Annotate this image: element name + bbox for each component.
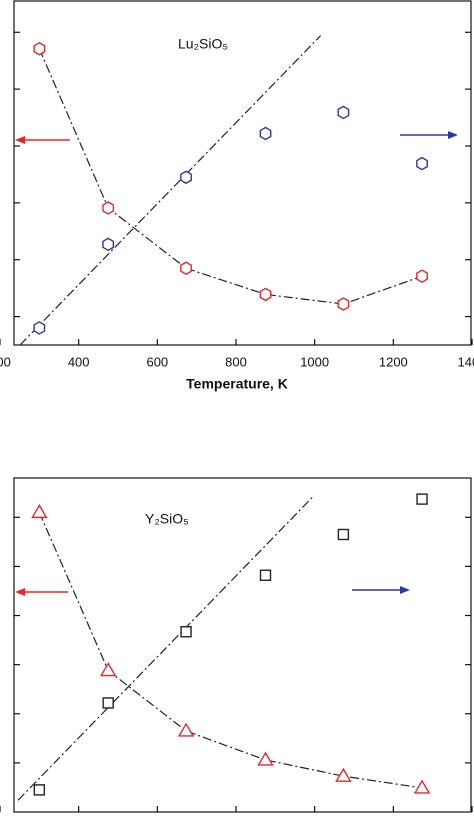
plot-frame bbox=[13, 0, 472, 346]
data-point bbox=[102, 237, 115, 252]
data-point bbox=[337, 105, 350, 120]
right-arrow bbox=[352, 586, 410, 594]
left-arrow bbox=[15, 588, 68, 596]
chart-title: Lu₂SiO₅ bbox=[178, 36, 228, 52]
data-point bbox=[337, 528, 350, 541]
data-point bbox=[180, 626, 192, 638]
data-point bbox=[177, 722, 195, 737]
data-point bbox=[102, 697, 114, 709]
data-point bbox=[259, 126, 272, 141]
data-point bbox=[99, 662, 117, 677]
x-tick-label: 600 bbox=[146, 354, 168, 369]
left-arrow bbox=[15, 136, 70, 144]
x-axis-label: Temperature, K bbox=[186, 376, 288, 392]
x-tick-label: 800 bbox=[225, 354, 247, 369]
data-point bbox=[180, 261, 192, 276]
data-point bbox=[31, 503, 48, 519]
x-tick-label: 200 bbox=[0, 354, 11, 369]
data-point bbox=[33, 784, 46, 796]
data-point bbox=[33, 321, 46, 335]
x-tick-label: 1000 bbox=[300, 354, 329, 369]
data-point bbox=[259, 569, 272, 581]
fit-line bbox=[19, 35, 321, 346]
trend-line bbox=[38, 512, 423, 789]
data-point bbox=[413, 779, 431, 794]
data-point bbox=[33, 41, 46, 56]
data-point bbox=[180, 170, 192, 185]
x-tick-label: 400 bbox=[68, 354, 90, 369]
data-point bbox=[416, 269, 428, 284]
x-tick-label: 1400 bbox=[458, 354, 474, 369]
fit-line bbox=[17, 495, 314, 801]
right-arrow bbox=[400, 131, 458, 139]
x-tick-label: 1200 bbox=[379, 354, 408, 369]
data-point bbox=[102, 201, 115, 215]
data-point bbox=[259, 287, 272, 302]
data-point bbox=[416, 493, 428, 505]
data-point bbox=[337, 297, 350, 311]
trend-line bbox=[38, 48, 423, 305]
data-point bbox=[335, 767, 352, 782]
data-point bbox=[257, 751, 274, 766]
plot-frame bbox=[13, 477, 472, 813]
chart-title: Y₂SiO₅ bbox=[145, 511, 189, 527]
data-point bbox=[416, 156, 428, 171]
